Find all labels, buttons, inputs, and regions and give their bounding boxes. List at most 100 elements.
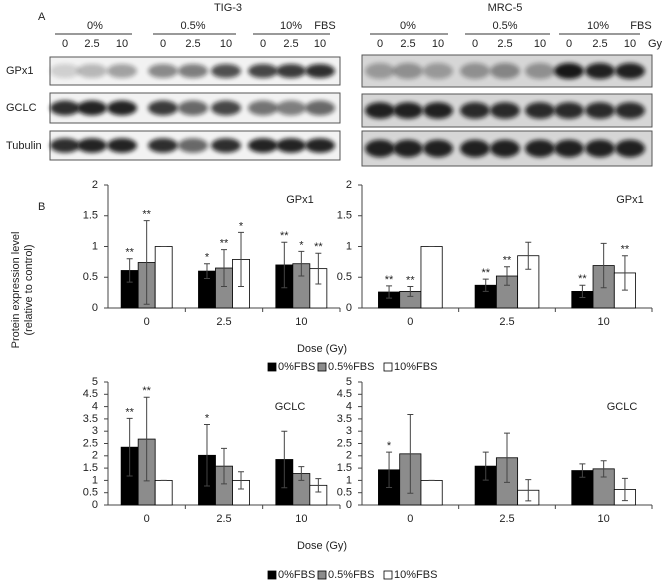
legend-swatch [267, 570, 277, 580]
dose-label: 0 [62, 38, 68, 50]
dose-label: 10 [314, 38, 326, 50]
legend-label: 10%FBS [394, 569, 437, 581]
error-bar [621, 255, 628, 291]
dose-unit: Gy [648, 38, 663, 50]
significance: ** [578, 273, 587, 285]
fbs-label: FBS [630, 20, 651, 32]
y-tick-label: 4.5 [337, 388, 352, 400]
x-tick-label: 0 [407, 513, 413, 525]
dose-label: 0 [566, 38, 572, 50]
significance: ** [142, 385, 151, 397]
band [525, 102, 555, 119]
error-bar [315, 478, 322, 493]
band [490, 139, 520, 158]
dose-label: 2.5 [497, 38, 512, 50]
chart-label: GPx1 [286, 194, 314, 206]
x-tick-label: 2.5 [499, 316, 514, 328]
band [615, 102, 645, 119]
y-tick-label: 2 [92, 450, 98, 462]
band [77, 138, 107, 153]
band [585, 139, 615, 158]
panel-label: A [38, 11, 46, 23]
band [276, 100, 306, 116]
y-tick-label: 2 [92, 179, 98, 191]
error-bar [281, 430, 288, 489]
y-tick-label: 4.5 [83, 388, 98, 400]
error-bar [525, 241, 532, 270]
y-tick-label: 0 [92, 302, 98, 314]
y-tick-label: 3.5 [83, 413, 98, 425]
band [276, 64, 306, 78]
error-bar [482, 451, 489, 481]
legend-label: 10%FBS [394, 361, 437, 373]
y-tick-label: 4 [346, 401, 352, 413]
band [423, 139, 453, 158]
legend-label: 0.5%FBS [328, 569, 374, 581]
y-tick-label: 3.5 [337, 413, 352, 425]
error-bar [504, 266, 510, 286]
band [615, 63, 645, 79]
fbs-label: FBS [314, 20, 335, 32]
dose-label: 10 [220, 38, 232, 50]
band [554, 102, 584, 119]
error-bar [386, 285, 393, 299]
y-tick-label: 5 [92, 376, 98, 388]
y-tick-label: 0.5 [337, 271, 352, 283]
band [211, 138, 241, 153]
dose-label: 2.5 [84, 38, 99, 50]
band [276, 138, 306, 153]
y-tick-label: 2.5 [337, 437, 352, 449]
row-label: GCLC [6, 102, 37, 114]
x-tick-label: 10 [598, 316, 610, 328]
band [305, 138, 335, 153]
error-bar [126, 258, 133, 283]
band [460, 102, 490, 119]
panel-label: B [38, 201, 45, 213]
serum-label: 0% [87, 20, 103, 32]
error-bar [386, 451, 393, 489]
y-tick-label: 5 [346, 376, 352, 388]
significance: ** [621, 244, 630, 256]
y-tick-label: 0 [92, 499, 98, 511]
significance: * [205, 412, 210, 424]
error-bar [407, 413, 414, 494]
legend-swatch [383, 362, 393, 372]
significance: ** [220, 237, 229, 249]
cell-line: MRC-5 [488, 2, 523, 14]
band [305, 64, 335, 78]
legend-label: 0.5%FBS [328, 361, 374, 373]
band [585, 63, 615, 79]
significance: * [299, 239, 304, 251]
y-tick-label: 1 [346, 474, 352, 486]
band [554, 139, 584, 158]
y-tick-label: 3 [346, 425, 352, 437]
y-tick-label: 3 [92, 425, 98, 437]
band [490, 63, 520, 79]
band [148, 64, 178, 78]
y-axis-label: Protein expression level [10, 232, 22, 349]
row-label: Tubulin [6, 140, 42, 152]
chart-label: GCLC [275, 401, 306, 413]
error-bar [600, 242, 607, 289]
band [393, 102, 423, 119]
dose-label: 2.5 [185, 38, 200, 50]
dose-label: 2.5 [400, 38, 415, 50]
x-tick-label: 0 [144, 513, 150, 525]
error-bar [315, 252, 322, 285]
error-bar [579, 284, 586, 299]
y-tick-label: 0.5 [83, 487, 98, 499]
legend-label: 0%FBS [278, 569, 315, 581]
serum-label: 0% [400, 20, 416, 32]
dose-label: 10 [534, 38, 546, 50]
significance: ** [314, 241, 323, 253]
significance: ** [125, 406, 134, 418]
x-tick-label: 10 [598, 513, 610, 525]
y-axis-label: (relative to control) [23, 244, 35, 335]
error-bar [621, 477, 628, 502]
y-tick-label: 0 [346, 499, 352, 511]
x-tick-label: 2.5 [499, 513, 514, 525]
band [423, 102, 453, 119]
error-bar [298, 466, 305, 481]
error-bar [482, 278, 489, 292]
